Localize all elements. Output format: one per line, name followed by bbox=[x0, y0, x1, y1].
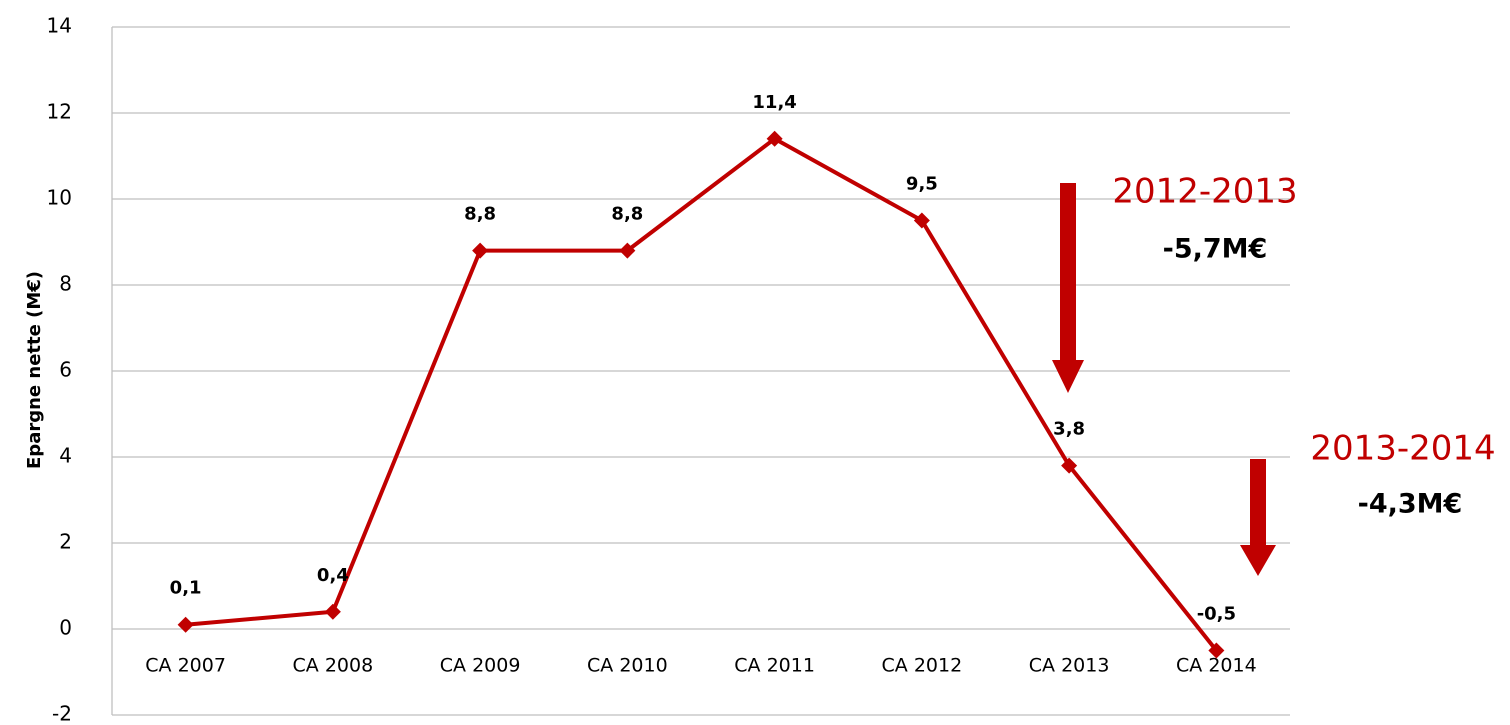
y-tick-label: -2 bbox=[52, 702, 72, 725]
marker bbox=[472, 242, 489, 259]
data-label: -0,5 bbox=[1197, 604, 1236, 625]
x-tick-label: CA 2009 bbox=[440, 655, 521, 677]
marker bbox=[913, 212, 930, 229]
data-label: 0,4 bbox=[317, 565, 349, 586]
data-label: 9,5 bbox=[906, 174, 938, 195]
x-tick-label: CA 2007 bbox=[145, 655, 226, 677]
arrow bbox=[1052, 183, 1084, 393]
annotation: 2012-2013 bbox=[1112, 172, 1297, 212]
y-tick-label: 4 bbox=[59, 444, 72, 468]
x-tick-label: CA 2013 bbox=[1029, 655, 1110, 677]
marker bbox=[1208, 642, 1225, 659]
y-tick-label: 0 bbox=[59, 616, 72, 640]
marker bbox=[619, 242, 636, 259]
y-tick-label: 12 bbox=[47, 100, 72, 124]
data-label: 8,8 bbox=[611, 204, 643, 225]
marker bbox=[766, 130, 783, 147]
marker bbox=[177, 616, 194, 633]
x-tick-label: CA 2014 bbox=[1176, 655, 1257, 677]
y-tick-label: 6 bbox=[59, 358, 72, 382]
marker bbox=[1061, 457, 1078, 474]
arrow bbox=[1240, 459, 1276, 576]
annotation: -4,3M€ bbox=[1358, 489, 1463, 520]
annotation: -5,7M€ bbox=[1163, 234, 1268, 265]
y-tick-label: 8 bbox=[59, 272, 72, 296]
y-tick-label: 2 bbox=[59, 530, 72, 554]
plot-area: -2 0 2 4 6 8 10 12 14 CA 2007 CA 2008 CA 2009 CA 201… bbox=[47, 14, 1290, 725]
x-tick-label: CA 2011 bbox=[734, 655, 815, 677]
x-tick-label: CA 2012 bbox=[882, 655, 963, 677]
line bbox=[185, 136, 1218, 652]
y-tick-label: 14 bbox=[47, 14, 72, 38]
data-label: 0,1 bbox=[170, 578, 202, 599]
marker bbox=[324, 603, 341, 620]
data-label: 11,4 bbox=[752, 92, 796, 113]
x-tick-label: CA 2010 bbox=[587, 655, 668, 677]
annotation: 2013-2014 bbox=[1310, 429, 1495, 469]
y-axis-label: Epargne nette (M€) bbox=[24, 271, 45, 469]
x-tick-label: CA 2008 bbox=[293, 655, 374, 677]
y-tick-label: 10 bbox=[47, 186, 72, 210]
data-label: 8,8 bbox=[464, 204, 496, 225]
data-label: 3,8 bbox=[1053, 419, 1085, 440]
